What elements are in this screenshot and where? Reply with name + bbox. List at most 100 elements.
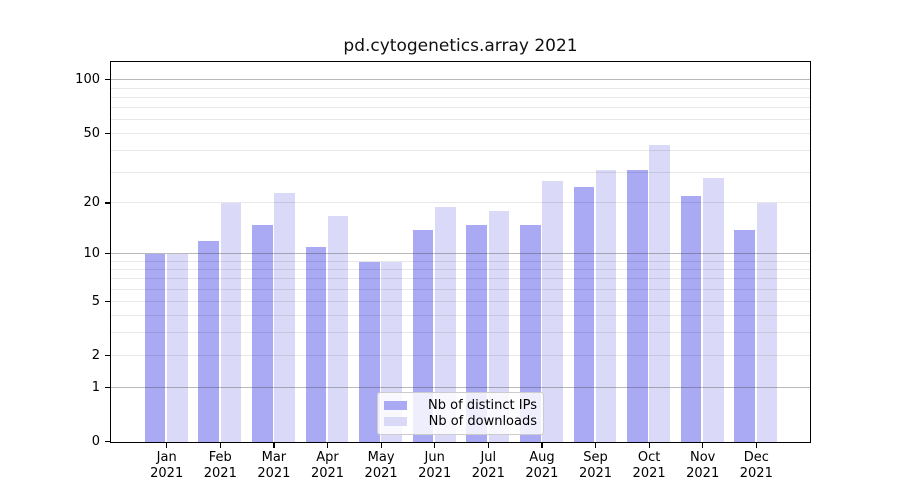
gridline-minor: [111, 118, 810, 120]
x-tick-month: Jan: [156, 450, 177, 465]
x-tick-year: 2021: [310, 466, 345, 481]
y-tick-label: 100: [75, 72, 100, 88]
legend: Nb of distinct IPs Nb of downloads: [377, 392, 544, 435]
gridline-minor: [111, 107, 810, 108]
bar-distinct-ips: [144, 254, 166, 442]
x-tick-mark: [702, 443, 704, 448]
legend-row: Nb of distinct IPs: [384, 397, 537, 414]
x-tick-year: 2021: [418, 466, 452, 481]
x-tick-month: Feb: [208, 450, 232, 465]
y-tick-mark: [105, 300, 110, 302]
y-tick-label: 1: [91, 379, 100, 395]
x-tick-label: Jun 2021: [403, 450, 467, 482]
y-tick-mark: [105, 202, 110, 204]
x-tick-label: Apr 2021: [296, 450, 360, 482]
bar-distinct-ips: [734, 229, 756, 442]
plot-area: Nb of distinct IPs Nb of downloads: [110, 61, 811, 443]
gridline-minor: [111, 268, 810, 270]
gridline-minor: [111, 202, 810, 204]
bar-distinct-ips: [520, 224, 541, 442]
bar-distinct-ips: [680, 196, 702, 442]
gridline-minor: [111, 300, 810, 302]
x-tick-month: Nov: [690, 450, 716, 465]
bar-distinct-ips: [466, 224, 488, 442]
y-tick-label: 20: [83, 195, 100, 211]
legend-swatch: [384, 417, 407, 427]
gridline-minor: [111, 288, 810, 290]
bar-downloads: [434, 207, 456, 442]
gridline-major: [111, 386, 810, 388]
bar-distinct-ips: [198, 241, 220, 442]
x-tick-month: Apr: [316, 450, 339, 465]
x-tick-year: 2021: [739, 466, 773, 481]
y-tick-label: 0: [91, 434, 100, 449]
y-tick-mark: [105, 386, 110, 388]
x-tick-mark: [219, 443, 221, 448]
y-tick-label: 50: [83, 125, 100, 141]
bar-downloads: [166, 254, 188, 442]
chart-title: pd.cytogenetics.array 2021: [343, 36, 578, 56]
gridline-minor: [111, 354, 810, 356]
legend-swatch: [384, 400, 407, 410]
y-tick-mark: [105, 79, 110, 81]
x-tick-mark: [487, 443, 489, 448]
x-tick-label: Jul 2021: [456, 450, 520, 482]
x-tick-mark: [273, 443, 275, 448]
bar-distinct-ips: [359, 261, 380, 442]
gridline-minor: [111, 132, 810, 134]
y-tick-mark: [105, 440, 110, 443]
gridline-minor: [111, 278, 810, 279]
x-tick-label: Aug 2021: [510, 450, 574, 482]
x-tick-mark: [434, 443, 436, 448]
y-tick-mark: [105, 253, 110, 255]
x-tick-month: Aug: [529, 450, 555, 465]
x-tick-mark: [594, 443, 597, 448]
x-tick-label: Feb 2021: [188, 450, 252, 482]
gridline-minor: [111, 96, 810, 98]
gridline-major: [111, 79, 810, 81]
y-tick-label: 5: [91, 293, 100, 309]
bar-downloads: [649, 145, 670, 442]
x-tick-year: 2021: [525, 466, 559, 481]
x-tick-year: 2021: [257, 466, 291, 481]
y-tick-mark: [105, 132, 110, 135]
bar-downloads: [327, 215, 349, 442]
gridline-major: [111, 253, 810, 255]
x-tick-mark: [380, 443, 382, 448]
x-tick-year: 2021: [150, 466, 184, 481]
bar-distinct-ips: [627, 170, 648, 442]
x-tick-month: Oct: [637, 450, 661, 465]
x-tick-month: Sep: [583, 450, 608, 465]
x-tick-mark: [166, 443, 168, 448]
bar-distinct-ips: [573, 186, 595, 442]
x-tick-month: Jun: [424, 450, 445, 465]
x-tick-month: Jul: [480, 450, 497, 465]
y-tick-label: 10: [83, 246, 100, 262]
x-tick-mark: [541, 443, 543, 448]
bar-distinct-ips: [252, 224, 273, 442]
gridline-minor: [111, 87, 810, 89]
bar-downloads: [220, 203, 242, 442]
bar-downloads: [595, 170, 617, 442]
x-tick-label: Mar 2021: [242, 450, 306, 482]
legend-label: Nb of downloads: [428, 414, 537, 430]
x-tick-label: Nov 2021: [671, 450, 735, 482]
x-tick-month: May: [367, 450, 395, 465]
y-tick-label: 2: [91, 347, 100, 363]
x-tick-mark: [755, 443, 757, 448]
y-tick-mark: [105, 354, 110, 357]
x-tick-label: Dec 2021: [724, 450, 788, 482]
x-tick-year: 2021: [632, 466, 666, 481]
bar-downloads: [702, 178, 724, 442]
bar-distinct-ips: [305, 247, 327, 442]
x-tick-year: 2021: [578, 466, 613, 481]
gridline-minor: [111, 150, 810, 151]
x-tick-year: 2021: [471, 466, 505, 481]
bar-downloads: [488, 211, 510, 442]
legend-row: Nb of downloads: [384, 414, 537, 431]
bar-distinct-ips: [412, 229, 434, 442]
bar-downloads: [542, 180, 563, 442]
x-tick-label: May 2021: [349, 450, 413, 482]
x-tick-year: 2021: [686, 466, 720, 481]
